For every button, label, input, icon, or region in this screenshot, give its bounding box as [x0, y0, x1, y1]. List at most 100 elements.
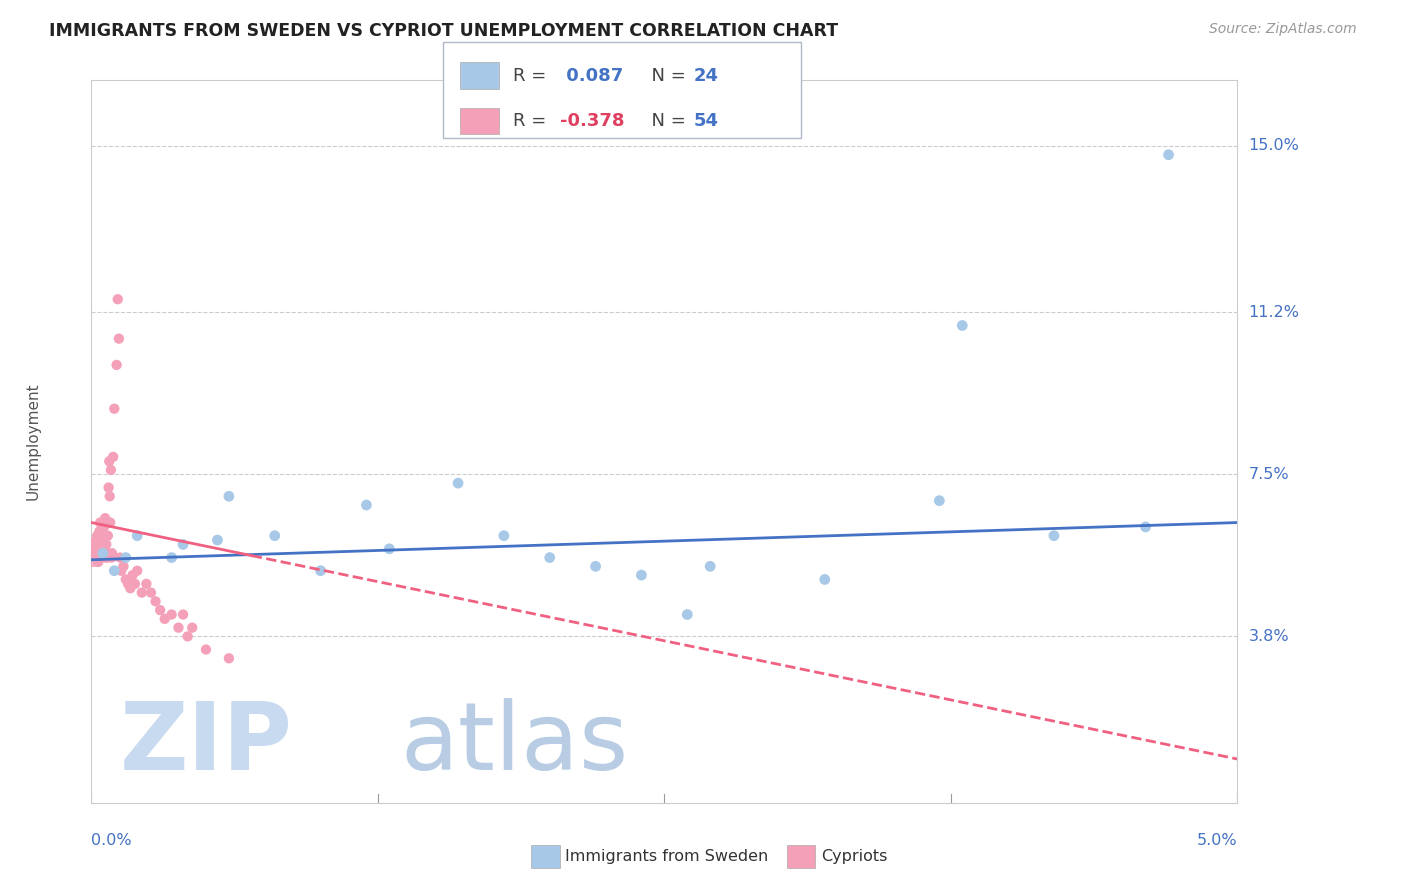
Point	[89, 524, 111, 539]
Point	[83, 546, 105, 560]
Point	[160, 607, 183, 622]
Point	[94, 550, 117, 565]
Point	[101, 450, 124, 464]
Point	[676, 607, 699, 622]
Point	[218, 651, 240, 665]
Point	[127, 564, 149, 578]
Point	[103, 401, 125, 416]
Point	[492, 529, 515, 543]
Point	[103, 564, 125, 578]
Point	[97, 529, 120, 543]
Point	[87, 555, 110, 569]
Point	[89, 516, 111, 530]
Point	[172, 607, 194, 622]
Text: Source: ZipAtlas.com: Source: ZipAtlas.com	[1209, 22, 1357, 37]
Point	[100, 463, 122, 477]
Point	[97, 481, 120, 495]
Point	[309, 564, 332, 578]
Text: Immigrants from Sweden: Immigrants from Sweden	[565, 849, 769, 863]
Point	[699, 559, 721, 574]
Point	[263, 529, 285, 543]
Text: 7.5%: 7.5%	[1249, 467, 1289, 482]
Point	[82, 546, 104, 560]
Text: atlas: atlas	[401, 698, 628, 789]
Text: Cypriots: Cypriots	[821, 849, 887, 863]
Text: R =: R =	[513, 67, 553, 85]
Text: -0.378: -0.378	[560, 112, 624, 130]
Point	[84, 533, 107, 547]
Point	[207, 533, 229, 547]
Text: ZIP: ZIP	[120, 698, 292, 789]
Text: 0.0%: 0.0%	[91, 833, 132, 848]
Point	[181, 621, 204, 635]
Point	[630, 568, 652, 582]
Text: 5.0%: 5.0%	[1197, 833, 1237, 848]
Point	[131, 585, 153, 599]
Point	[114, 573, 136, 587]
Point	[135, 577, 157, 591]
Point	[1043, 529, 1066, 543]
Point	[107, 292, 129, 306]
Point	[83, 546, 105, 560]
Point	[447, 476, 470, 491]
Point	[194, 642, 217, 657]
Point	[117, 577, 139, 591]
Point	[112, 559, 135, 574]
Text: 24: 24	[693, 67, 718, 85]
Point	[167, 621, 190, 635]
Point	[100, 550, 122, 565]
Point	[91, 537, 114, 551]
Point	[91, 533, 114, 547]
Text: 11.2%: 11.2%	[1249, 305, 1299, 320]
Text: 0.087: 0.087	[560, 67, 623, 85]
Point	[149, 603, 172, 617]
Point	[172, 537, 194, 551]
Point	[121, 568, 143, 582]
Point	[98, 516, 121, 530]
Point	[145, 594, 167, 608]
Point	[1135, 520, 1157, 534]
Point	[139, 585, 162, 599]
Point	[101, 546, 124, 560]
Point	[83, 541, 105, 556]
Point	[538, 550, 561, 565]
Text: R =: R =	[513, 112, 553, 130]
Point	[378, 541, 401, 556]
Text: 3.8%: 3.8%	[1249, 629, 1289, 644]
Point	[93, 520, 115, 534]
Point	[585, 559, 607, 574]
Text: N =: N =	[640, 67, 692, 85]
Text: 15.0%: 15.0%	[1249, 138, 1299, 153]
Point	[96, 550, 118, 565]
Point	[110, 564, 132, 578]
Point	[98, 454, 121, 468]
Point	[153, 612, 176, 626]
Point	[928, 493, 950, 508]
Point	[86, 529, 108, 543]
Point	[120, 581, 142, 595]
Point	[90, 546, 112, 560]
Text: N =: N =	[640, 112, 692, 130]
Point	[108, 550, 131, 565]
Text: 54: 54	[693, 112, 718, 130]
Point	[114, 550, 136, 565]
Point	[105, 358, 128, 372]
Point	[96, 537, 118, 551]
Text: IMMIGRANTS FROM SWEDEN VS CYPRIOT UNEMPLOYMENT CORRELATION CHART: IMMIGRANTS FROM SWEDEN VS CYPRIOT UNEMPL…	[49, 22, 838, 40]
Point	[127, 529, 149, 543]
Point	[96, 546, 118, 560]
Point	[90, 550, 112, 565]
Text: Unemployment: Unemployment	[25, 383, 41, 500]
Point	[91, 546, 114, 560]
Point	[124, 577, 146, 591]
Point	[90, 541, 112, 556]
Point	[950, 318, 973, 333]
Point	[1157, 147, 1180, 161]
Point	[108, 332, 131, 346]
Point	[218, 489, 240, 503]
Point	[176, 629, 198, 643]
Point	[814, 573, 837, 587]
Point	[356, 498, 378, 512]
Point	[98, 489, 121, 503]
Point	[94, 511, 117, 525]
